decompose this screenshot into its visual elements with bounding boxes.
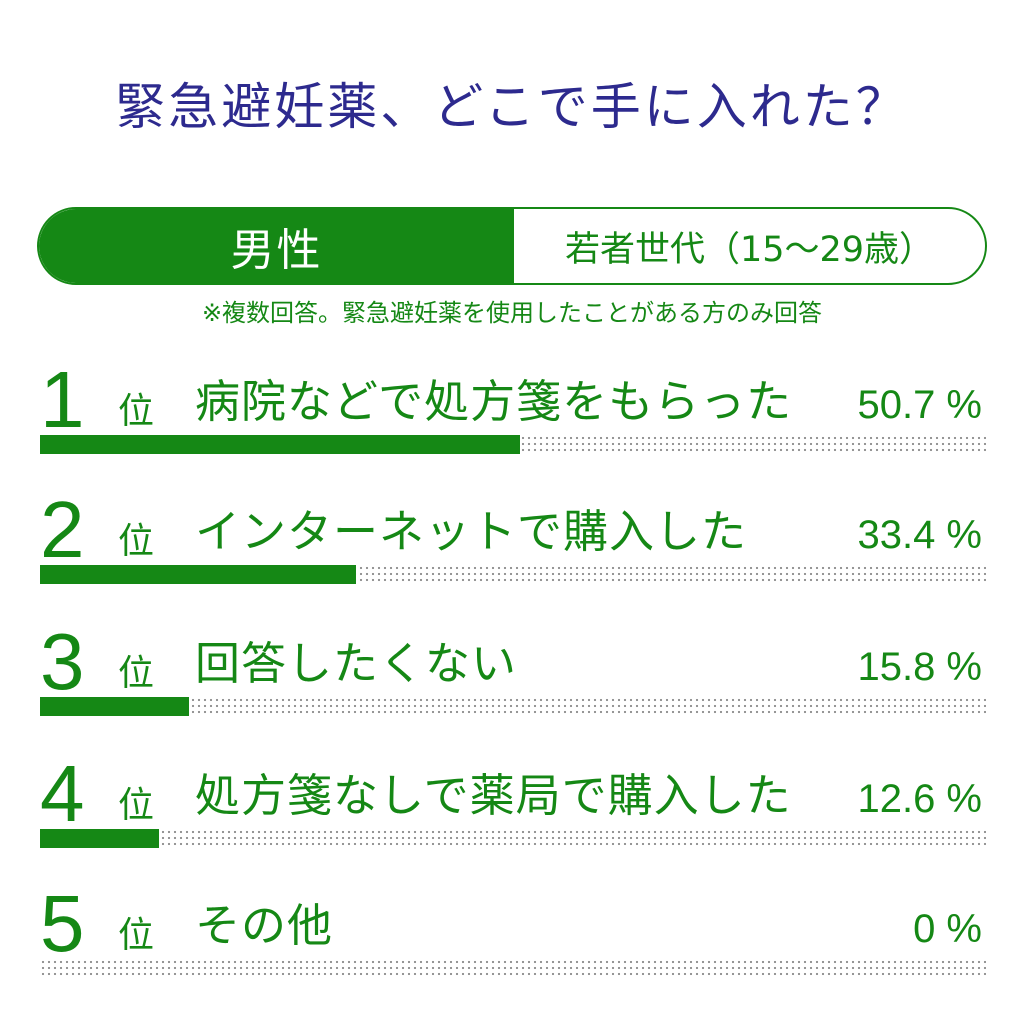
rank-row-4: 4 位処方箋なしで薬局で購入した 12.6 %	[0, 754, 1024, 864]
bar-track	[40, 435, 986, 454]
survey-note: ※複数回答。緊急避妊薬を使用したことがある方のみ回答	[201, 299, 823, 327]
bar	[40, 697, 190, 716]
bar-track	[40, 829, 986, 848]
rank-row-1: 1 位病院などで処方箋をもらった 50.7 %	[0, 360, 1024, 470]
bar	[40, 565, 356, 584]
rank-number: 3	[40, 617, 85, 706]
bar-track	[40, 697, 986, 716]
gender-tab[interactable]: 男性	[39, 209, 514, 283]
age-group-tab[interactable]: 若者世代（15～29歳）	[564, 229, 935, 270]
value-label: 50.7 %	[857, 383, 982, 427]
rank-row-5: 5 位その他 0 %	[0, 884, 1024, 994]
bar	[40, 435, 520, 454]
bar-track	[40, 959, 986, 978]
value-label: 15.8 %	[857, 645, 982, 689]
rank-number: 4	[40, 749, 85, 838]
rank-unit: 位	[118, 785, 155, 826]
bar-track	[40, 565, 986, 584]
category-label: 回答したくない	[195, 637, 518, 690]
rank-row-2: 2 位インターネットで購入した 33.4 %	[0, 490, 1024, 600]
rank-number: 5	[40, 879, 85, 968]
rank-unit: 位	[118, 653, 155, 694]
rank-unit: 位	[118, 521, 155, 562]
value-label: 0 %	[913, 907, 982, 951]
rank-number: 1	[40, 355, 85, 444]
category-label: 病院などで処方箋をもらった	[195, 375, 793, 428]
rank-unit: 位	[118, 391, 155, 432]
bar	[40, 829, 160, 848]
category-label: インターネットで購入した	[195, 505, 748, 558]
category-label: その他	[195, 899, 334, 952]
category-label: 処方箋なしで薬局で購入した	[195, 769, 792, 822]
rank-number: 2	[40, 485, 85, 574]
rank-row-3: 3 位回答したくない 15.8 %	[0, 622, 1024, 732]
rank-unit: 位	[118, 915, 155, 956]
value-label: 12.6 %	[857, 777, 982, 821]
page-title: 緊急避妊薬、どこで手に入れた？	[115, 78, 909, 136]
value-label: 33.4 %	[857, 513, 982, 557]
filter-pill: 男性 若者世代（15～29歳）	[37, 207, 987, 285]
